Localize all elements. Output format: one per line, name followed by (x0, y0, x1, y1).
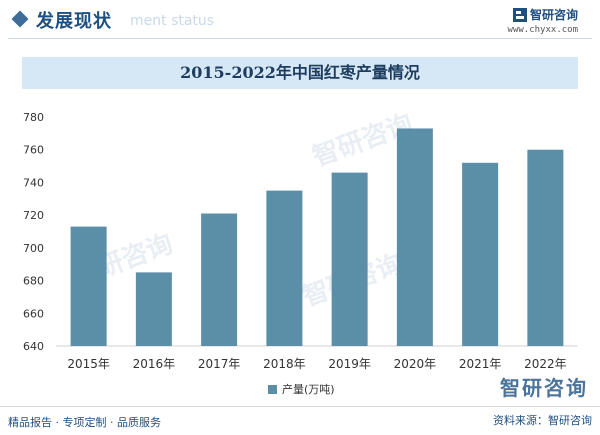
x-tick-label: 2017年 (198, 357, 241, 371)
x-tick-label: 2019年 (328, 357, 371, 371)
bar (266, 190, 303, 346)
section-subtitle: ment status (130, 13, 215, 29)
x-tick-label: 2016年 (133, 357, 176, 371)
header: 发展现状 ment status 智研咨询 www.chyxx.com (0, 0, 600, 40)
brand-url: www.chyxx.com (507, 25, 578, 35)
x-tick-label: 2015年 (67, 357, 110, 371)
bar (396, 128, 433, 346)
y-tick-label: 680 (23, 275, 44, 288)
x-tick-label: 2018年 (263, 357, 306, 371)
x-tick-label: 2021年 (459, 357, 502, 371)
brand-watermark: 智研咨询 (500, 376, 588, 400)
footer-divider (0, 406, 600, 407)
data-source: 资料来源：智研咨询 (493, 414, 592, 427)
y-tick-label: 720 (23, 209, 44, 222)
y-tick-label: 780 (23, 111, 44, 124)
section-title: 发展现状 (36, 11, 112, 32)
y-tick-label: 660 (23, 307, 44, 320)
x-tick-label: 2022年 (524, 357, 567, 371)
header-divider (8, 38, 592, 39)
brand-name: 智研咨询 (529, 8, 578, 22)
footer-slogan: 精品报告 · 专项定制 · 品质服务 (8, 416, 161, 429)
y-tick-label: 740 (23, 176, 44, 189)
bar (70, 226, 107, 346)
bar (201, 213, 238, 346)
logo-icon (512, 7, 527, 22)
bar (527, 149, 564, 346)
y-tick-label: 760 (23, 144, 44, 157)
legend-swatch (268, 384, 277, 394)
bar (135, 272, 172, 346)
bar (331, 172, 368, 346)
brand-block: 智研咨询 www.chyxx.com (508, 6, 578, 35)
chart-title-box: 2015-2022年中国红枣产量情况 (22, 57, 578, 89)
footer: 精品报告 · 专项定制 · 品质服务 资料来源：智研咨询 (0, 406, 600, 435)
legend-label: 产量(万吨) (282, 383, 335, 396)
bar (462, 162, 499, 346)
x-tick-label: 2020年 (394, 357, 437, 371)
chart-title: 2015-2022年中国红枣产量情况 (180, 63, 420, 82)
legend: 产量(万吨) (268, 381, 335, 397)
y-tick-label: 700 (23, 242, 44, 255)
y-tick-label: 640 (23, 340, 44, 353)
